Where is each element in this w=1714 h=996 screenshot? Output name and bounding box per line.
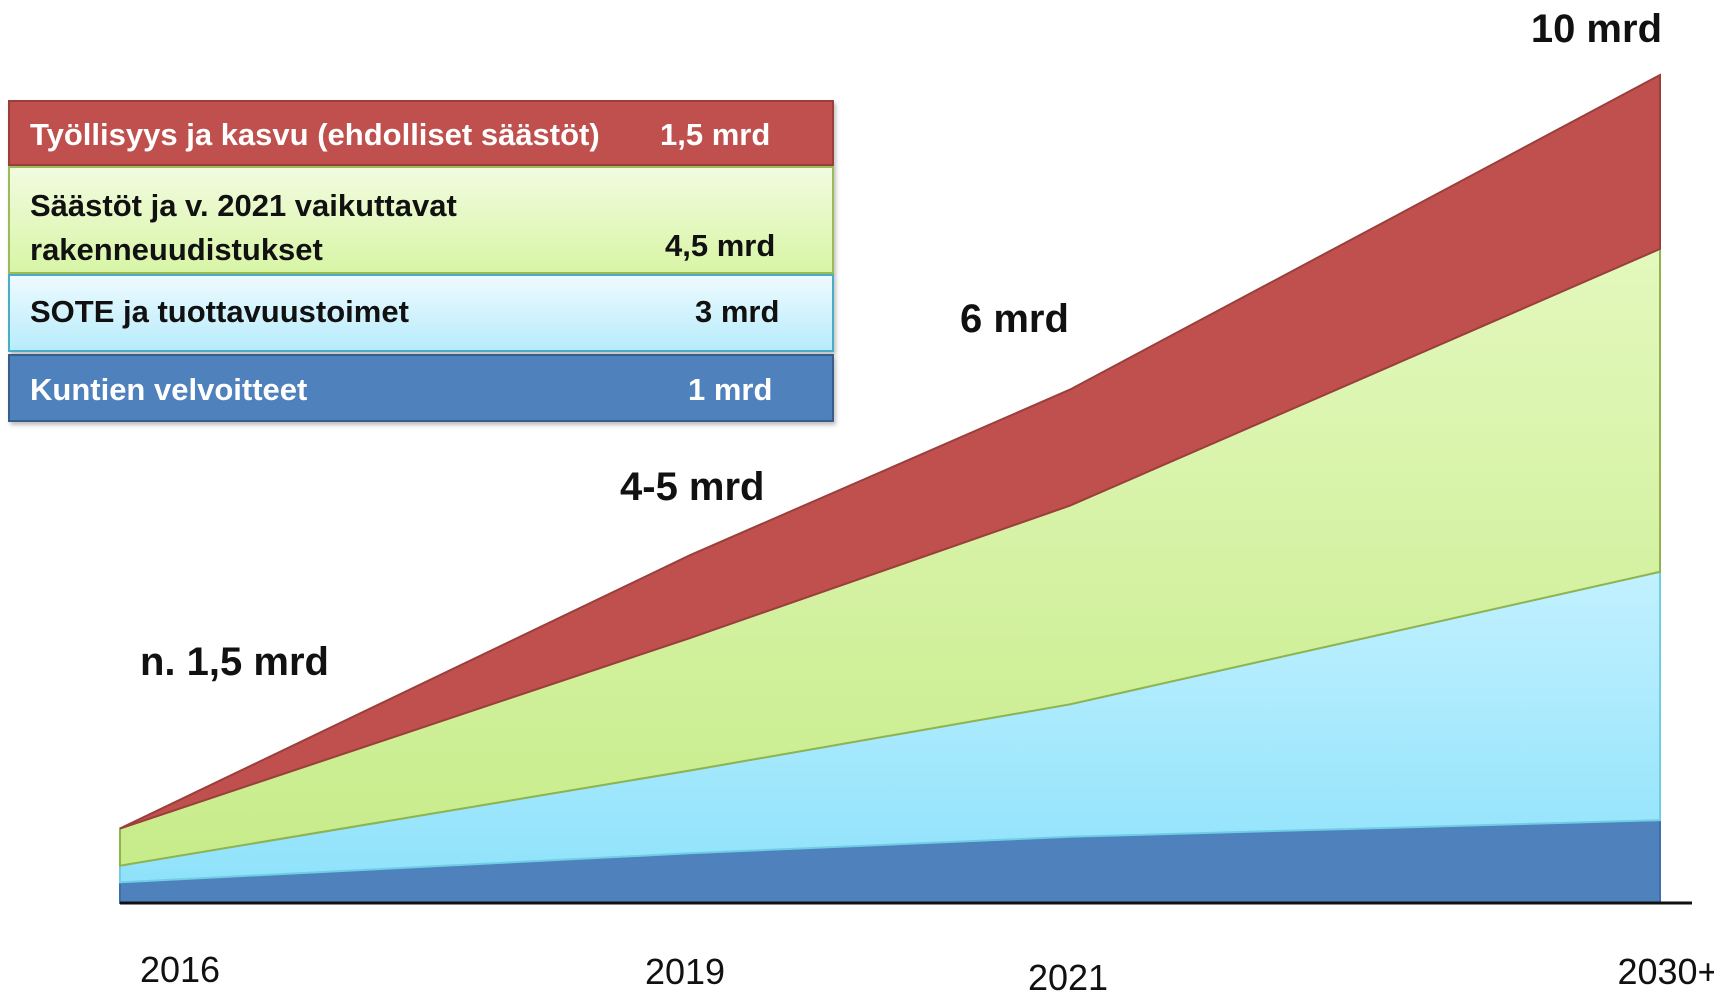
legend-item-tyollisyys: Työllisyys ja kasvu (ehdolliset säästöt)… — [8, 100, 834, 166]
legend-label-line2: rakenneuudistukset — [30, 232, 323, 267]
legend-value: 4,5 mrd — [665, 228, 776, 263]
legend-label: Kuntien velvoitteet — [30, 372, 308, 407]
total-annotation: n. 1,5 mrd — [140, 640, 329, 684]
legend-value: 3 mrd — [695, 294, 780, 329]
legend-label-line1: Säästöt ja v. 2021 vaikuttavat — [30, 188, 457, 223]
total-annotation: 4-5 mrd — [620, 465, 765, 509]
total-annotation: 6 mrd — [960, 297, 1069, 341]
x-tick-label: 2021 — [1028, 957, 1108, 996]
x-tick-label: 2016 — [140, 949, 220, 990]
legend-value: 1,5 mrd — [660, 117, 771, 152]
total-annotation: 10 mrd — [1531, 7, 1662, 51]
legend: Työllisyys ja kasvu (ehdolliset säästöt)… — [8, 100, 834, 422]
legend-item-saastot: Säästöt ja v. 2021 vaikuttavat rakenneuu… — [8, 166, 834, 274]
legend-item-sote: SOTE ja tuottavuustoimet 3 mrd — [8, 274, 834, 352]
x-tick-label: 2030+ — [1617, 951, 1714, 992]
legend-value: 1 mrd — [688, 372, 773, 407]
legend-label: SOTE ja tuottavuustoimet — [30, 294, 409, 329]
area-tyollisyys — [119, 73, 1661, 830]
legend-item-kuntien: Kuntien velvoitteet 1 mrd — [8, 354, 834, 422]
legend-label: Työllisyys ja kasvu (ehdolliset säästöt) — [30, 117, 600, 152]
x-tick-label: 2019 — [645, 951, 725, 992]
